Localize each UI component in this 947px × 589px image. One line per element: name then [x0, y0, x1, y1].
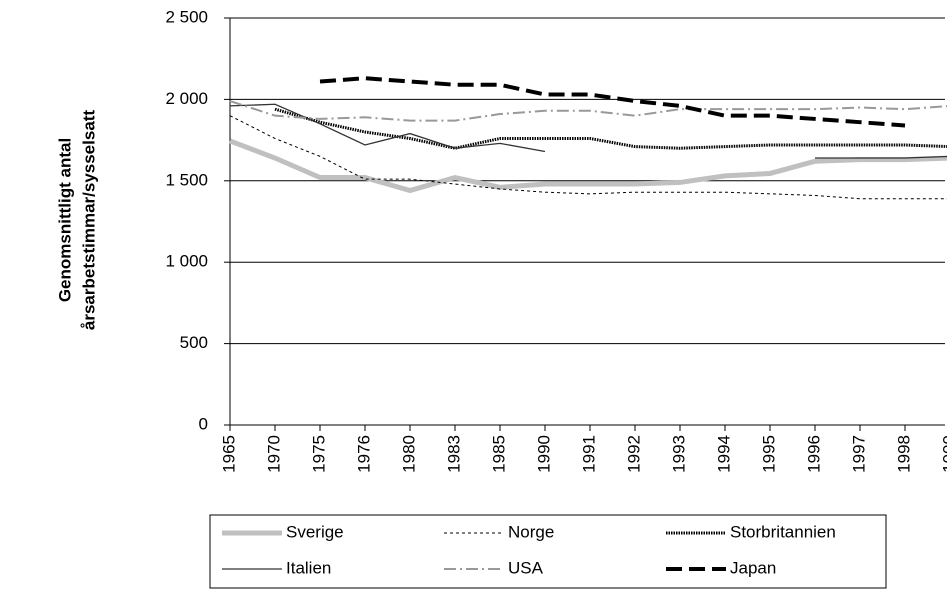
y-axis-title-line: årsarbetstimmar/sysselsatt: [79, 110, 98, 331]
y-tick-label: 500: [180, 333, 208, 352]
legend-label: Norge: [508, 522, 554, 541]
legend-box: [209, 514, 887, 589]
legend-label: Sverige: [286, 522, 344, 541]
x-tick-label: 1965: [219, 435, 238, 473]
series-line: [229, 103, 947, 159]
x-tick-label: 1998: [894, 435, 913, 473]
legend-label: Storbritannien: [730, 522, 836, 541]
x-tick-label: 1983: [444, 435, 463, 473]
x-tick-label: 1975: [309, 435, 328, 473]
series-line: [229, 138, 947, 194]
legend-label: Italien: [286, 558, 331, 577]
x-tick-label: 1992: [624, 435, 643, 473]
y-tick-label: 0: [199, 414, 208, 433]
y-tick-label: 2 500: [165, 7, 208, 26]
series-line: [229, 100, 947, 122]
x-tick-label: 1997: [849, 435, 868, 473]
x-tick-label: 1999: [939, 435, 947, 473]
y-axis-title: Genomsnittligt antal årsarbetstimmar/sys…: [55, 110, 98, 331]
x-tick-label: 1996: [804, 435, 823, 473]
x-tick-label: 1980: [399, 435, 418, 473]
y-axis-title-line: Genomsnittligt antal: [55, 138, 74, 302]
legend-label: Japan: [730, 558, 776, 577]
y-tick-label: 2 000: [165, 89, 208, 108]
x-tick-label: 1976: [354, 435, 373, 473]
x-tick-label: 1993: [669, 435, 688, 473]
x-tick-label: 1991: [579, 435, 598, 473]
x-tick-label: 1990: [534, 435, 553, 473]
legend-label: USA: [508, 558, 544, 577]
y-tick-label: 1 000: [165, 252, 208, 271]
x-tick-label: 1994: [714, 435, 733, 473]
x-tick-label: 1970: [264, 435, 283, 473]
y-tick-label: 1 500: [165, 170, 208, 189]
series-line: [319, 76, 906, 128]
x-tick-label: 1985: [489, 435, 508, 473]
x-tick-label: 1995: [759, 435, 778, 473]
series-line: [274, 107, 947, 150]
series-line: [229, 115, 947, 200]
